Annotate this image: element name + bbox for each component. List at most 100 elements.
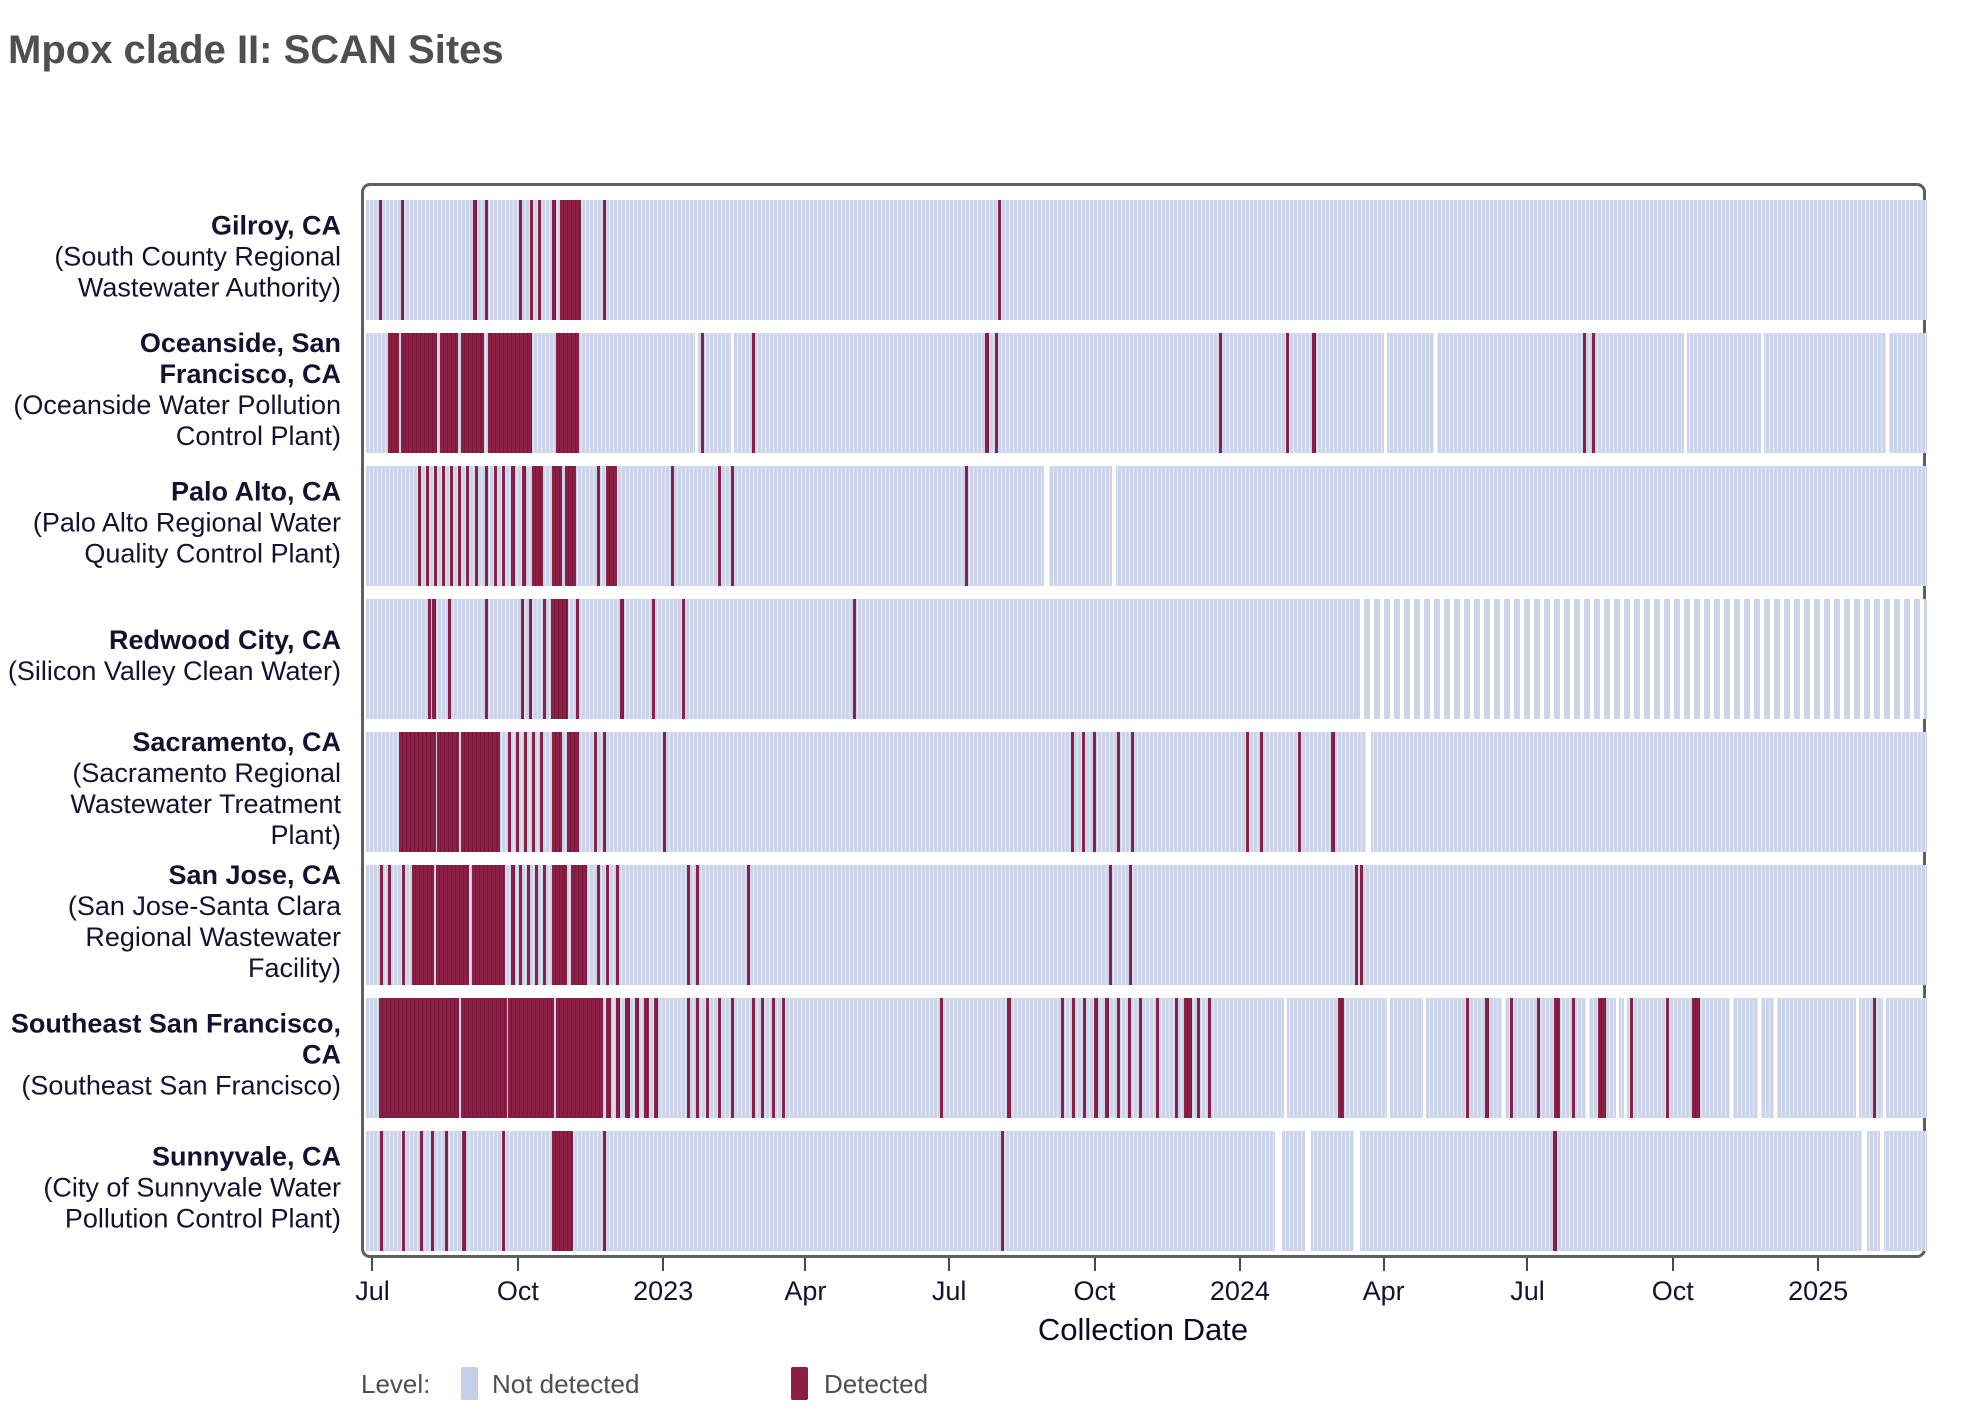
no-sample-gap xyxy=(1855,998,1860,1118)
site-label: Palo Alto, CA (Palo Alto Regional Water Q… xyxy=(0,477,341,570)
detection-mark xyxy=(998,200,1002,320)
legend-label-detected: Detected xyxy=(824,1369,929,1399)
no-sample-gap xyxy=(1111,466,1117,586)
detection-mark xyxy=(378,200,382,320)
detection-mark xyxy=(1285,333,1289,453)
detection-mark xyxy=(552,200,556,320)
x-tick-mark xyxy=(1817,1258,1820,1271)
x-tick-label: Oct xyxy=(1651,1276,1694,1306)
detection-mark xyxy=(550,599,569,719)
detection-mark xyxy=(552,466,562,586)
detection-mark xyxy=(457,466,461,586)
detection-mark xyxy=(1552,1131,1558,1251)
detection-mark xyxy=(519,865,523,985)
detection-mark xyxy=(730,466,735,586)
detection-mark xyxy=(1582,333,1586,453)
site-facility: (Oceanside Water Pollution Control Plant… xyxy=(13,390,341,451)
site-name: Gilroy, CA xyxy=(210,210,341,241)
detection-mark xyxy=(440,333,458,453)
detection-mark xyxy=(1130,732,1134,852)
detection-mark xyxy=(1197,998,1201,1118)
detection-mark xyxy=(552,1131,573,1251)
detection-mark xyxy=(730,998,735,1118)
detection-mark xyxy=(400,333,438,453)
detection-mark xyxy=(473,200,477,320)
no-sample-gap xyxy=(1615,998,1619,1118)
detection-mark xyxy=(1355,865,1359,985)
site-label: Sunnyvale, CA (City of Sunnyvale Water Po… xyxy=(0,1142,341,1235)
detection-mark xyxy=(1081,732,1085,852)
site-name: Southeast San Francisco, CA xyxy=(10,1008,341,1070)
detection-mark xyxy=(555,333,580,453)
no-sample-gap xyxy=(1366,732,1371,852)
detection-mark xyxy=(508,732,512,852)
detection-mark xyxy=(1298,732,1302,852)
detection-mark xyxy=(1108,865,1112,985)
site-name: Sunnyvale, CA xyxy=(151,1141,341,1172)
x-tick-label: Oct xyxy=(496,1276,539,1306)
legend-swatch-not-detected xyxy=(461,1367,478,1400)
detection-mark xyxy=(653,998,659,1118)
detection-mark xyxy=(1592,333,1596,453)
detection-mark xyxy=(501,466,506,586)
detection-mark xyxy=(435,865,469,985)
x-tick-mark xyxy=(1093,1258,1096,1271)
detection-mark xyxy=(402,865,406,985)
detection-mark xyxy=(437,732,460,852)
site-label: Sacramento, CA (Sacramento Regional Waste… xyxy=(0,727,341,851)
detection-mark xyxy=(603,200,607,320)
detection-mark xyxy=(718,998,722,1118)
detection-mark xyxy=(538,200,542,320)
detection-mark xyxy=(1359,865,1363,985)
detection-mark xyxy=(571,865,588,985)
detection-mark xyxy=(772,998,776,1118)
site-row-strip xyxy=(366,998,1927,1118)
detection-mark xyxy=(449,466,453,586)
no-sample-gap xyxy=(1879,1131,1885,1251)
detection-mark xyxy=(487,333,532,453)
detection-mark xyxy=(524,732,528,852)
detection-mark xyxy=(1571,998,1575,1118)
detection-mark xyxy=(501,1131,506,1251)
detection-mark xyxy=(445,1131,449,1251)
x-tick-label: Apr xyxy=(1362,1276,1405,1306)
site-row-strip xyxy=(366,599,1927,719)
no-sample-gap xyxy=(1882,998,1886,1118)
x-tick-mark xyxy=(1238,1258,1241,1271)
detection-mark xyxy=(1484,998,1490,1118)
site-facility: (San Jose-Santa Clara Regional Wastewate… xyxy=(67,891,341,983)
detection-mark xyxy=(378,998,460,1118)
detection-mark xyxy=(625,998,630,1118)
no-sample-gap xyxy=(694,333,698,453)
detection-mark xyxy=(432,599,436,719)
detection-mark xyxy=(484,466,488,586)
detection-mark xyxy=(542,599,547,719)
page-title: Mpox clade II: SCAN Sites xyxy=(8,28,504,72)
x-tick-label: 2024 xyxy=(1209,1276,1270,1306)
no-sample-gap xyxy=(1683,333,1687,453)
no-sample-gap xyxy=(1043,466,1049,586)
detection-mark xyxy=(411,865,434,985)
x-tick-mark xyxy=(1382,1258,1385,1271)
detection-mark xyxy=(388,865,392,985)
detection-mark xyxy=(552,865,567,985)
no-sample-gap xyxy=(1353,1131,1360,1251)
x-tick-label: Jul xyxy=(355,1276,390,1306)
detection-mark xyxy=(751,998,755,1118)
detection-mark xyxy=(1105,998,1109,1118)
detection-mark xyxy=(615,998,621,1118)
detection-mark xyxy=(606,466,618,586)
detection-mark xyxy=(1331,732,1335,852)
no-sample-gap xyxy=(1729,998,1733,1118)
detection-mark xyxy=(696,998,700,1118)
detection-mark xyxy=(484,599,488,719)
detection-mark xyxy=(1138,998,1142,1118)
site-name: San Jose, CA xyxy=(168,860,341,890)
detection-mark xyxy=(576,599,580,719)
detection-mark xyxy=(1691,998,1700,1118)
detection-mark xyxy=(1083,998,1087,1118)
detection-mark xyxy=(682,599,686,719)
site-facility: (South County Regional Wastewater Author… xyxy=(54,241,341,303)
x-tick-mark xyxy=(1671,1258,1674,1271)
